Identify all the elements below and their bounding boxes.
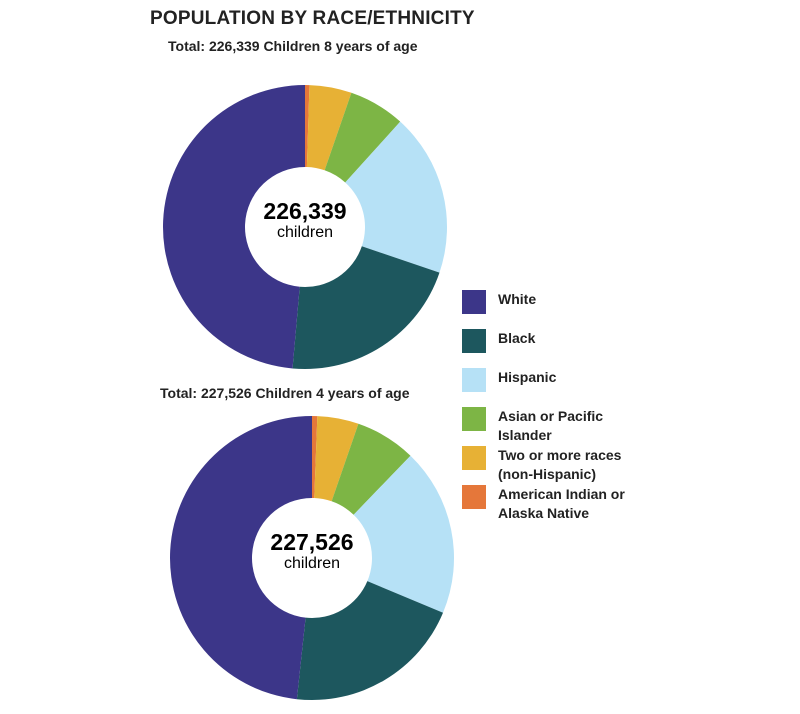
center-label: children	[277, 224, 333, 241]
legend-label: Two or more races (non-Hispanic)	[498, 447, 622, 482]
legend: White Black Hispanic Asian or Pacific Is…	[462, 290, 658, 524]
subtitle-8-years: Total: 226,339 Children 8 years of age	[168, 38, 418, 54]
slice-black	[296, 581, 444, 700]
legend-label: White	[498, 291, 537, 307]
subtitle-4-years: Total: 227,526 Children 4 years of age	[160, 385, 410, 401]
center-value: 226,339	[263, 198, 346, 224]
legend-label: Hispanic	[498, 369, 557, 385]
legend-item-asian: Asian or Pacific Islander	[462, 407, 658, 446]
center-value: 227,526	[270, 529, 353, 555]
slice-american-indian-or-alaska-native	[312, 416, 318, 499]
slice-asian-or-pacific-islander	[324, 92, 401, 183]
legend-item-american-indian: American Indian or Alaska Native	[462, 485, 658, 524]
chart-title: POPULATION BY RACE/ETHNICITY	[150, 8, 475, 29]
legend-item-white: White	[462, 290, 658, 329]
legend-item-two-or-more: Two or more races (non-Hispanic)	[462, 446, 658, 485]
legend-swatch	[462, 446, 486, 470]
slice-hispanic	[345, 121, 447, 273]
slice-two-or-more-races-non-hispanic-	[306, 85, 352, 171]
legend-swatch	[462, 290, 486, 314]
legend-label: Asian or Pacific Islander	[498, 408, 604, 443]
slice-white	[163, 85, 305, 369]
legend-item-black: Black	[462, 329, 658, 368]
slice-black	[292, 246, 440, 369]
legend-item-hispanic: Hispanic	[462, 368, 658, 407]
legend-swatch	[462, 368, 486, 392]
legend-swatch	[462, 407, 486, 431]
legend-swatch	[462, 329, 486, 353]
slice-two-or-more-races-non-hispanic-	[314, 416, 359, 502]
slice-hispanic	[353, 455, 454, 613]
legend-label: Black	[498, 330, 536, 346]
center-label: children	[284, 555, 340, 572]
slice-white	[169, 416, 312, 700]
legend-swatch	[462, 485, 486, 509]
slice-american-indian-or-alaska-native	[305, 85, 310, 168]
slice-asian-or-pacific-islander	[331, 423, 411, 515]
legend-label: American Indian or Alaska Native	[498, 486, 625, 521]
